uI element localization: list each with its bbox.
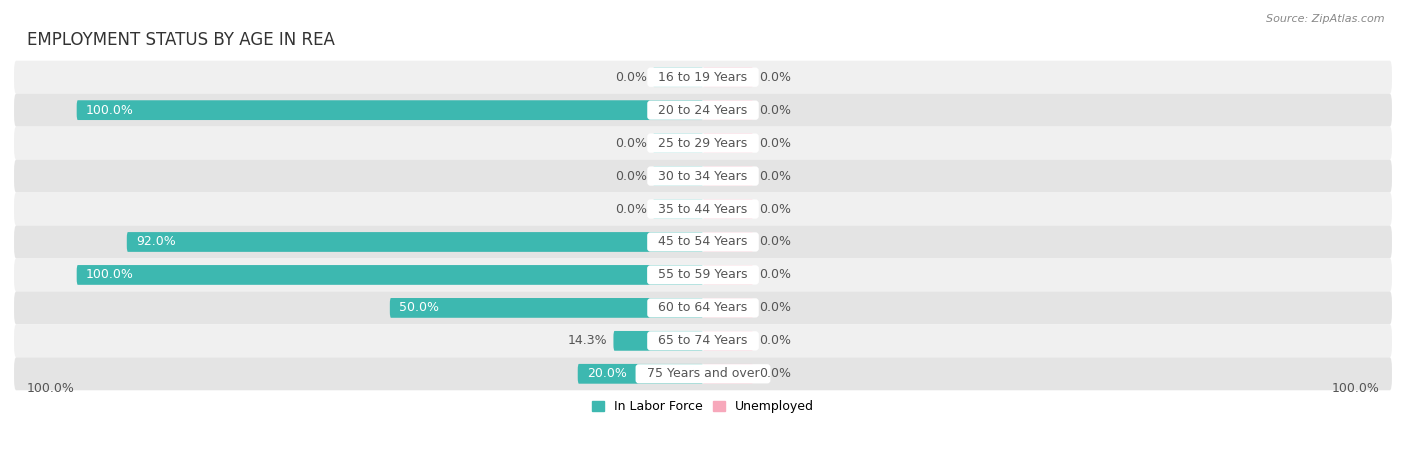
FancyBboxPatch shape [703,232,754,252]
FancyBboxPatch shape [14,357,1392,390]
Text: 100.0%: 100.0% [86,104,134,117]
Text: 65 to 74 Years: 65 to 74 Years [651,334,755,347]
Text: 20.0%: 20.0% [588,367,627,380]
Text: 50.0%: 50.0% [399,301,439,314]
Text: 0.0%: 0.0% [759,268,792,281]
Text: 75 Years and over: 75 Years and over [638,367,768,380]
FancyBboxPatch shape [703,100,754,120]
Legend: In Labor Force, Unemployed: In Labor Force, Unemployed [586,395,820,418]
Text: 0.0%: 0.0% [759,71,792,84]
Text: 0.0%: 0.0% [759,104,792,117]
Text: 100.0%: 100.0% [86,268,134,281]
FancyBboxPatch shape [14,324,1392,357]
FancyBboxPatch shape [652,199,703,219]
FancyBboxPatch shape [652,166,703,186]
Text: EMPLOYMENT STATUS BY AGE IN REA: EMPLOYMENT STATUS BY AGE IN REA [27,31,335,49]
Text: 0.0%: 0.0% [759,170,792,183]
FancyBboxPatch shape [14,94,1392,127]
Text: 16 to 19 Years: 16 to 19 Years [651,71,755,84]
Text: 14.3%: 14.3% [568,334,607,347]
FancyBboxPatch shape [703,67,754,87]
Text: 0.0%: 0.0% [759,334,792,347]
Text: 60 to 64 Years: 60 to 64 Years [651,301,755,314]
FancyBboxPatch shape [578,364,703,384]
Text: 45 to 54 Years: 45 to 54 Years [651,235,755,249]
Text: 100.0%: 100.0% [1331,382,1379,395]
Text: Source: ZipAtlas.com: Source: ZipAtlas.com [1267,14,1385,23]
FancyBboxPatch shape [703,364,754,384]
Text: 30 to 34 Years: 30 to 34 Years [651,170,755,183]
Text: 25 to 29 Years: 25 to 29 Years [651,137,755,150]
FancyBboxPatch shape [703,199,754,219]
FancyBboxPatch shape [127,232,703,252]
FancyBboxPatch shape [703,298,754,318]
Text: 92.0%: 92.0% [136,235,176,249]
Text: 0.0%: 0.0% [614,170,647,183]
Text: 0.0%: 0.0% [614,137,647,150]
FancyBboxPatch shape [613,331,703,351]
FancyBboxPatch shape [703,166,754,186]
FancyBboxPatch shape [703,265,754,285]
FancyBboxPatch shape [14,193,1392,226]
FancyBboxPatch shape [77,100,703,120]
Text: 0.0%: 0.0% [614,71,647,84]
FancyBboxPatch shape [703,133,754,153]
Text: 0.0%: 0.0% [759,202,792,216]
FancyBboxPatch shape [14,127,1392,160]
FancyBboxPatch shape [14,258,1392,291]
FancyBboxPatch shape [703,331,754,351]
FancyBboxPatch shape [389,298,703,318]
FancyBboxPatch shape [14,291,1392,324]
Text: 35 to 44 Years: 35 to 44 Years [651,202,755,216]
FancyBboxPatch shape [14,160,1392,193]
FancyBboxPatch shape [14,61,1392,94]
FancyBboxPatch shape [652,133,703,153]
Text: 20 to 24 Years: 20 to 24 Years [651,104,755,117]
FancyBboxPatch shape [14,226,1392,258]
Text: 0.0%: 0.0% [759,235,792,249]
Text: 100.0%: 100.0% [27,382,75,395]
Text: 0.0%: 0.0% [759,137,792,150]
Text: 0.0%: 0.0% [614,202,647,216]
Text: 55 to 59 Years: 55 to 59 Years [650,268,756,281]
FancyBboxPatch shape [652,67,703,87]
FancyBboxPatch shape [77,265,703,285]
Text: 0.0%: 0.0% [759,367,792,380]
Text: 0.0%: 0.0% [759,301,792,314]
